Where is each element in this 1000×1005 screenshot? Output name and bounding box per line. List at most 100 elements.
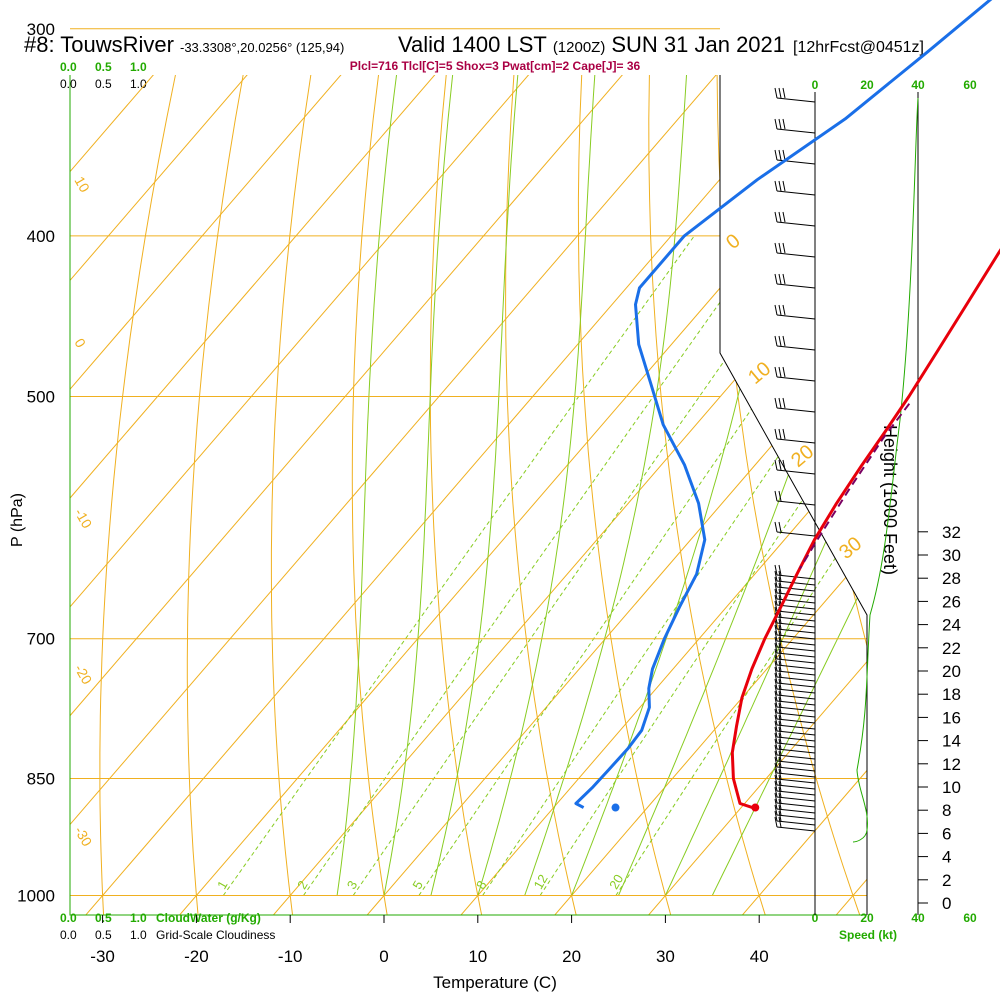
wind-barb xyxy=(776,688,816,694)
wind-barb-feather xyxy=(778,335,782,347)
height-tick-label: 30 xyxy=(942,546,961,565)
moist-adiabat-line xyxy=(664,75,867,896)
wind-barb xyxy=(776,808,816,814)
mixing-ratio-line xyxy=(352,235,813,896)
height-tick-label: 26 xyxy=(942,592,961,611)
wind-barb-feather xyxy=(778,732,782,744)
wind-barb-feather xyxy=(774,678,778,690)
wind-barb-feather xyxy=(774,149,778,161)
valid-date: SUN 31 Jan 2021 xyxy=(611,32,785,57)
moist-adiabat-line xyxy=(336,75,425,896)
wind-barb-feather xyxy=(782,397,786,409)
isotherm-line xyxy=(699,75,867,915)
moist-adiabat-line xyxy=(571,75,809,896)
mixing-ratio-label: 5 xyxy=(409,878,426,892)
wind-barb xyxy=(776,754,816,760)
wind-barb-feather xyxy=(774,780,778,792)
wind-barb-feather xyxy=(778,804,782,816)
wind-barb-feather xyxy=(778,690,782,702)
wind-barb-feather xyxy=(778,576,782,588)
temperature-tick-label: -10 xyxy=(278,947,303,966)
cloud-scale-bottom-green-0: 0.0 xyxy=(60,911,77,925)
wind-barb-feather xyxy=(774,720,778,732)
moist-adiabat-line xyxy=(711,75,867,896)
mixing-ratio-label: 20 xyxy=(606,872,626,892)
dewpoint-line xyxy=(574,0,993,809)
mixing-ratio-label: 3 xyxy=(344,878,361,892)
diagram-frame xyxy=(69,75,867,916)
temperature-tick-label: -30 xyxy=(90,947,115,966)
moist-adiabat-line xyxy=(524,75,700,896)
temperature-tick-label: 10 xyxy=(468,947,487,966)
pressure-tick-label: 850 xyxy=(27,770,55,789)
wind-barb-feather xyxy=(782,428,786,440)
axes: 2503004005007008501000-30-20-10010203040… xyxy=(17,20,961,966)
wind-barb xyxy=(776,796,816,802)
wind-barb-feather xyxy=(774,564,778,576)
wind-bottom-40: 40 xyxy=(911,911,925,925)
cloud-scale-top-black-0: 0.0 xyxy=(60,77,77,91)
isotherm-line xyxy=(70,75,867,915)
wind-barb-feather xyxy=(774,672,778,684)
cloud-scale-bottom-green-2: 1.0 xyxy=(130,911,147,925)
wind-barb-feather xyxy=(778,750,782,762)
wind-barb-feather xyxy=(778,594,782,606)
wind-barb-feather xyxy=(778,366,782,378)
wind-barb-feather xyxy=(774,588,778,600)
wind-barb-feather xyxy=(778,702,782,714)
height-tick-label: 16 xyxy=(942,708,961,727)
height-tick-label: 2 xyxy=(942,871,951,890)
x-axis-title: Temperature (C) xyxy=(433,973,557,992)
height-tick-label: 20 xyxy=(942,662,961,681)
wind-top-20: 20 xyxy=(860,78,874,92)
wind-barb-feather xyxy=(774,490,778,502)
isotherm-line xyxy=(70,75,359,915)
isotherm-line xyxy=(70,75,265,915)
wind-barb-feather xyxy=(778,786,782,798)
isotherm-label: 10 xyxy=(71,174,93,196)
wind-top-0: 0 xyxy=(812,78,819,92)
wind-barb-feather xyxy=(778,672,782,684)
wind-barb-feather xyxy=(778,654,782,666)
wind-barb-feather xyxy=(778,738,782,750)
wind-barb-feather xyxy=(774,180,778,192)
isotherm-line xyxy=(136,75,867,915)
cloud-scale-bottom-black-2: 1.0 xyxy=(130,928,147,942)
wind-barb-feather xyxy=(774,459,778,471)
wind-barb-feather xyxy=(778,211,782,223)
wind-barb xyxy=(776,694,816,700)
height-tick-label: 18 xyxy=(942,685,961,704)
wind-barb-feather xyxy=(774,576,778,588)
cloud-scale-bottom-black-1: 0.5 xyxy=(95,928,112,942)
wind-bottom-0: 0 xyxy=(812,911,819,925)
wind-barb xyxy=(776,604,816,610)
wind-barb-feather xyxy=(774,273,778,285)
cloud-scale-top-green-2: 1.0 xyxy=(130,60,147,74)
wind-barb xyxy=(776,190,816,196)
wind-barb xyxy=(776,640,816,646)
wind-barb-feather xyxy=(774,762,778,774)
wind-barb-feather xyxy=(778,630,782,642)
height-tick-label: 14 xyxy=(942,732,961,751)
temperature-tick-label: 0 xyxy=(379,947,388,966)
isotherm-label: -30 xyxy=(71,824,95,850)
wind-barb xyxy=(776,586,816,592)
height-tick-label: 0 xyxy=(942,894,951,913)
wind-barb-feather xyxy=(774,654,778,666)
wind-barb xyxy=(776,592,816,598)
isotherm-label: -20 xyxy=(71,662,95,688)
isotherm-label: -10 xyxy=(71,506,95,532)
wind-speed-profile xyxy=(852,97,919,843)
wind-barb-feather xyxy=(778,397,782,409)
wind-barb xyxy=(776,664,816,670)
wind-speed-scale: 0 20 40 60 0 20 40 60 Speed (kt) xyxy=(812,78,977,942)
wind-barb xyxy=(776,736,816,742)
wind-barb xyxy=(776,826,816,832)
wind-barb xyxy=(776,748,816,754)
dry-adiabat-line xyxy=(972,0,1000,964)
isotherm-line xyxy=(70,75,453,915)
wind-barb-feather xyxy=(778,798,782,810)
dry-adiabat-line xyxy=(648,75,782,915)
